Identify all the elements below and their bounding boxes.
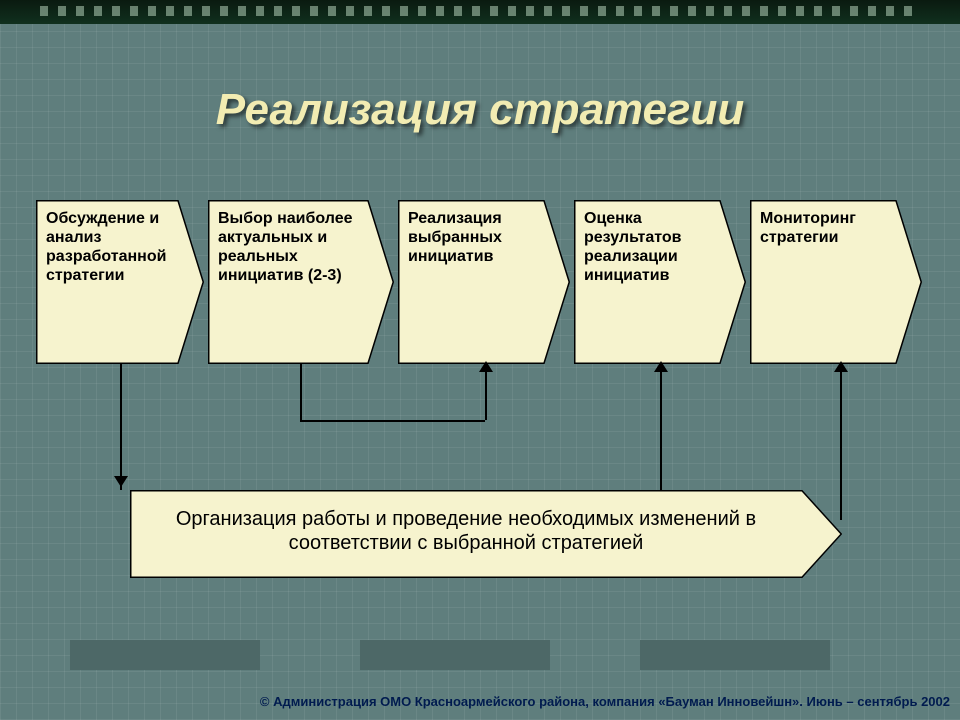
process-step-3: Реализация выбранных инициатив [398, 200, 570, 364]
arrow-up-icon [834, 361, 848, 372]
connector-line [840, 372, 842, 520]
connector-line [120, 364, 122, 490]
process-step-5: Мониторинг стратегии [750, 200, 922, 364]
process-step-1: Обсуждение и анализ разработанной страте… [36, 200, 204, 364]
arrow-down-icon [114, 476, 128, 487]
connector-line [300, 420, 485, 422]
process-step-label: Выбор наиболее актуальных и реальных ини… [218, 210, 358, 286]
top-strip [0, 0, 960, 24]
process-step-2: Выбор наиболее актуальных и реальных ини… [208, 200, 394, 364]
process-step-label: Обсуждение и анализ разработанной страте… [46, 210, 168, 286]
footer-text: © Администрация ОМО Красноармейского рай… [0, 694, 950, 709]
arrow-up-icon [479, 361, 493, 372]
bottom-process-label: Организация работы и проведение необходи… [150, 508, 782, 555]
process-step-label: Мониторинг стратегии [760, 210, 886, 248]
process-step-label: Оценка результатов реализации инициатив [584, 210, 710, 286]
process-step-label: Реализация выбранных инициатив [408, 210, 534, 267]
arrow-up-icon [654, 361, 668, 372]
bottom-tab-1 [70, 640, 260, 670]
bottom-process-chevron: Организация работы и проведение необходи… [130, 490, 842, 578]
process-step-4: Оценка результатов реализации инициатив [574, 200, 746, 364]
bottom-tab-3 [640, 640, 830, 670]
connector-line [485, 372, 487, 420]
bottom-tab-2 [360, 640, 550, 670]
connector-line [660, 372, 662, 490]
connector-line [300, 364, 302, 420]
slide-title: Реализация стратегии [0, 85, 960, 135]
